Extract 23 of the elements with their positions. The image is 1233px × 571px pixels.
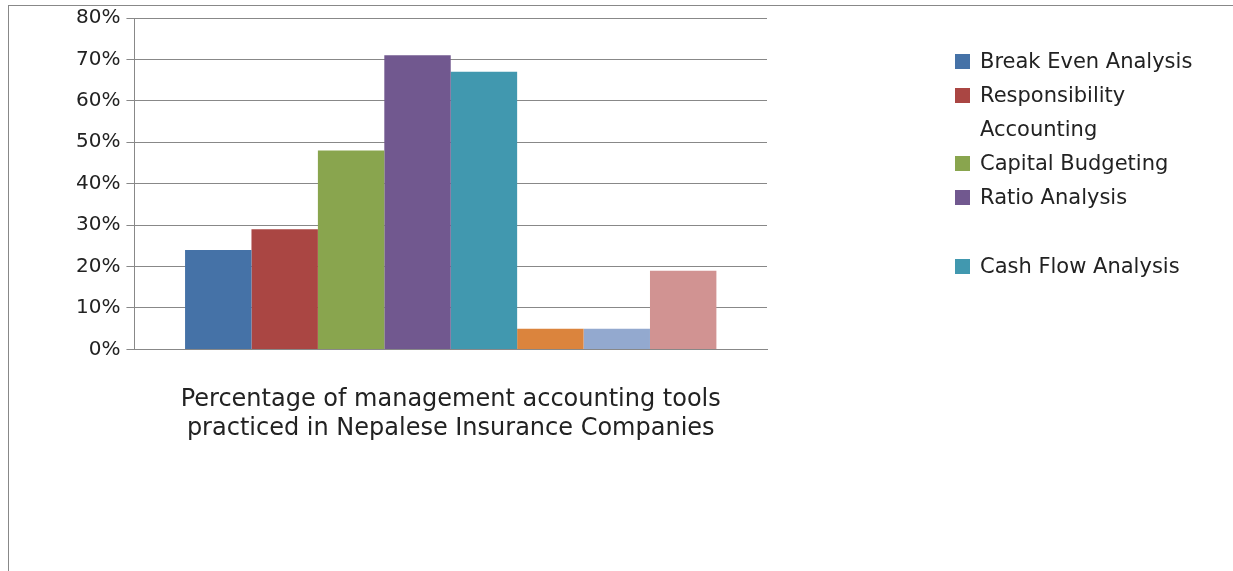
y-tick-label: 10% bbox=[76, 294, 121, 319]
legend-label: Capital Budgeting bbox=[980, 151, 1169, 175]
y-tick-label: 80% bbox=[76, 4, 121, 29]
y-tick-label: 20% bbox=[76, 252, 121, 277]
y-tick-label: 40% bbox=[76, 169, 121, 194]
legend-label: Responsibility Accounting bbox=[980, 83, 1126, 141]
y-tick-label: 0% bbox=[88, 335, 121, 360]
bar bbox=[583, 328, 650, 349]
y-tick-label: 70% bbox=[76, 45, 121, 70]
bar bbox=[517, 328, 584, 349]
legend-label: Cash Flow Analysis bbox=[980, 254, 1180, 278]
legend-label: Ratio Analysis bbox=[980, 185, 1128, 209]
bar bbox=[185, 249, 252, 349]
bar bbox=[317, 150, 385, 349]
bar bbox=[450, 71, 518, 349]
bar bbox=[649, 270, 717, 349]
legend-label: Break Even Analysis bbox=[980, 49, 1193, 73]
y-tick-label: 60% bbox=[76, 87, 121, 112]
bar bbox=[251, 229, 318, 349]
y-tick-label: 30% bbox=[76, 211, 121, 236]
y-tick-label: 50% bbox=[76, 128, 121, 153]
x-tick-label: Percentage of management accounting tools practiced in Nepalese Insurance Companies bbox=[180, 384, 721, 441]
bar bbox=[384, 55, 451, 349]
